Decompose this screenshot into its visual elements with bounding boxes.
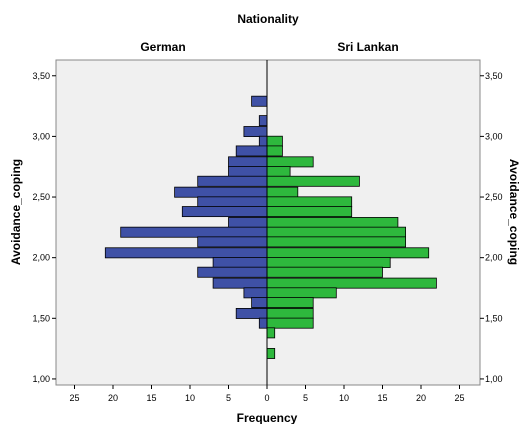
bars-layer (104, 95, 437, 359)
sri-lankan-bar-17 (266, 308, 314, 319)
sri-lankan-bar-11 (266, 247, 430, 259)
german-bar-8 (174, 186, 268, 198)
german-bar-20 (235, 308, 268, 319)
sri-lankan-bar-3 (266, 166, 291, 178)
sri-lankan-bar-2 (266, 156, 314, 168)
y-tick-label-right-3: 2,50 (485, 192, 503, 202)
y-axis-label-left: Avoidance_coping (9, 159, 23, 265)
x-tick-label-10: 25 (454, 393, 464, 403)
german-bar-16 (197, 266, 268, 278)
x-tick-label-6: 5 (303, 393, 308, 403)
y-tick-label-left-2: 2,00 (32, 253, 50, 263)
sri-lankan-bar-18 (266, 317, 314, 329)
german-bar-13 (197, 236, 268, 248)
y-tick-label-left-4: 3,00 (32, 131, 50, 141)
x-tick-label-4: 5 (226, 393, 231, 403)
sri-lankan-bar-16 (266, 297, 314, 308)
german-bar-0 (251, 95, 268, 107)
german-bar-19 (251, 297, 268, 308)
x-tick-label-2: 15 (146, 393, 156, 403)
german-bar-11 (228, 217, 268, 228)
y-tick-label-right-0: 1,00 (485, 374, 503, 384)
german-bar-18 (243, 287, 268, 299)
german-bar-12 (120, 226, 268, 238)
german-bar-2 (243, 126, 268, 137)
sri-lankan-bar-8 (266, 217, 399, 228)
x-tick-label-7: 10 (339, 393, 349, 403)
german-bar-21 (258, 317, 268, 329)
sri-lankan-bar-6 (266, 196, 353, 208)
x-tick-label-8: 15 (377, 393, 387, 403)
x-axis: 25 20 15 10 5 0 5 10 15 20 25 (69, 385, 465, 403)
y-tick-label-right-5: 3,50 (485, 71, 503, 81)
german-bar-6 (228, 166, 268, 178)
y-tick-label-left-3: 2,50 (32, 192, 50, 202)
german-bar-1 (258, 115, 268, 127)
sri-lankan-bar-19 (266, 327, 276, 339)
y-axis-right: 1,00 1,50 2,00 2,50 3,00 3,50 (480, 71, 503, 384)
chart-title: Nationality (237, 12, 299, 26)
german-bar-14 (104, 247, 268, 259)
x-tick-label-5: 0 (264, 393, 269, 403)
sri-lankan-bar-1 (266, 145, 283, 157)
x-tick-label-0: 25 (69, 393, 79, 403)
german-bar-9 (197, 196, 268, 208)
panel-label-german: German (140, 40, 185, 54)
german-bar-17 (212, 277, 268, 289)
sri-lankan-bar-10 (266, 236, 407, 248)
sri-lankan-bar-7 (266, 206, 353, 218)
german-bar-15 (212, 257, 268, 268)
sri-lankan-bar-12 (266, 257, 391, 268)
y-tick-label-left-1: 1,50 (32, 313, 50, 323)
german-bar-5 (228, 156, 268, 168)
y-axis-left: 1,00 1,50 2,00 2,50 3,00 3,50 (32, 71, 56, 384)
x-tick-label-9: 20 (416, 393, 426, 403)
y-tick-label-right-1: 1,50 (485, 313, 503, 323)
x-tick-label-1: 20 (108, 393, 118, 403)
x-axis-label: Frequency (237, 411, 298, 424)
sri-lankan-bar-13 (266, 266, 383, 278)
sri-lankan-bar-20 (266, 348, 276, 359)
german-bar-4 (235, 145, 268, 157)
y-tick-label-right-2: 2,00 (485, 253, 503, 263)
panel-label-sri-lankan: Sri Lankan (337, 40, 398, 54)
german-bar-10 (181, 206, 268, 218)
sri-lankan-bar-9 (266, 226, 407, 238)
y-tick-label-right-4: 3,00 (485, 131, 503, 141)
german-bar-3 (258, 135, 268, 147)
sri-lankan-bar-14 (266, 277, 437, 289)
y-tick-label-left-5: 3,50 (32, 71, 50, 81)
sri-lankan-bar-4 (266, 175, 360, 187)
sri-lankan-bar-0 (266, 135, 283, 147)
y-tick-label-left-0: 1,00 (32, 374, 50, 384)
y-axis-label-right: Avoidance_coping (507, 159, 521, 265)
sri-lankan-bar-5 (266, 186, 299, 198)
german-bar-7 (197, 175, 268, 187)
x-tick-label-3: 10 (185, 393, 195, 403)
sri-lankan-bar-15 (266, 287, 337, 299)
